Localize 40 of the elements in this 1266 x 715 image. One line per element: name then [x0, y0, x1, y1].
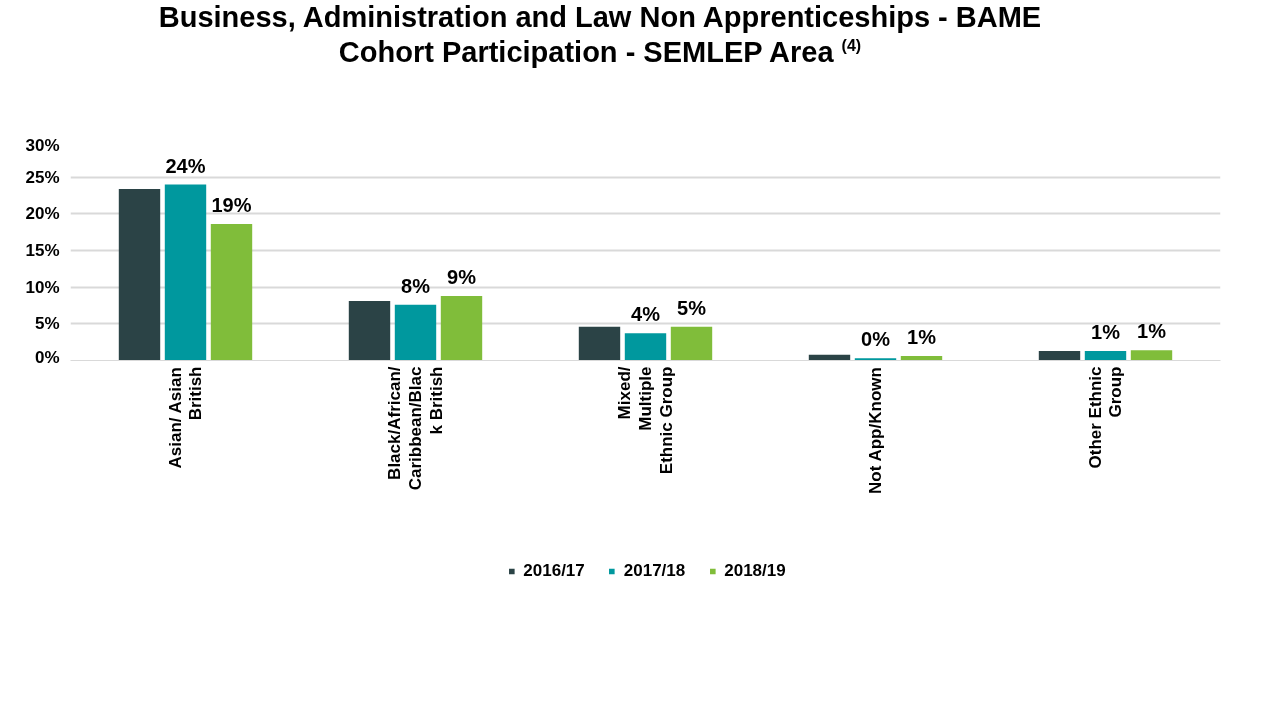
- y-tick-label: 0%: [34, 347, 60, 367]
- data-label: 0%: [861, 328, 891, 351]
- bar: [118, 188, 161, 361]
- y-tick-label: 25%: [25, 167, 60, 187]
- legend-label: 2017/18: [623, 561, 686, 581]
- bar: [1130, 350, 1173, 361]
- x-tick-label: Other Ethnic Group: [1085, 366, 1126, 469]
- bar: [624, 333, 667, 361]
- bar: [440, 295, 483, 361]
- data-label: 4%: [631, 303, 661, 326]
- x-tick-label: Black/African/Caribbean/Black British: [385, 366, 446, 491]
- x-tick-label: Not App/Known: [866, 367, 885, 494]
- bar: [394, 304, 437, 361]
- chart-title: Business, Administration and Law Non Apprenticeships - BAME Cohort Participation - SEMLEP Area $^{(4)}$: [157, 0, 1043, 70]
- legend-label: 2018/19: [724, 561, 786, 581]
- bar: [1084, 350, 1127, 361]
- bar: [210, 224, 253, 361]
- bar: [348, 301, 391, 361]
- data-label: 5%: [677, 296, 707, 319]
- data-label: 1%: [1091, 320, 1121, 343]
- y-tick-label: 5%: [34, 314, 60, 334]
- bar: [900, 356, 943, 361]
- bar: [1038, 350, 1081, 361]
- data-label: 1%: [1137, 320, 1167, 343]
- bar: [164, 184, 207, 361]
- legend-label: 2016/17: [523, 561, 585, 581]
- y-tick-label: 10%: [25, 277, 60, 297]
- data-label: 1%: [907, 326, 937, 349]
- x-tick-label: Asian/ Asian British: [165, 366, 206, 469]
- bar: [670, 326, 713, 361]
- bar: [578, 326, 621, 361]
- x-tick-label: Mixed/ Multiple Ethnic Group: [615, 366, 676, 475]
- y-tick-label: 30%: [25, 135, 60, 155]
- y-tick-label: 20%: [25, 204, 60, 224]
- data-label: 24%: [165, 154, 206, 177]
- y-tick-label: 15%: [25, 241, 60, 260]
- bar: [854, 358, 897, 361]
- data-label: 9%: [447, 265, 477, 288]
- data-label: 8%: [401, 274, 431, 297]
- data-label: 19%: [211, 194, 252, 217]
